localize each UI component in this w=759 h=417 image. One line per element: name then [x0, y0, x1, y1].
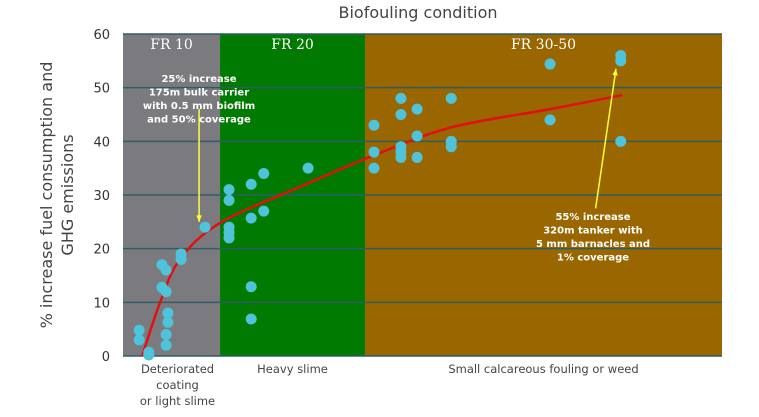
y-axis-label-line1: % increase fuel consumption and: [37, 62, 56, 329]
region-label: FR 20: [271, 37, 314, 53]
data-point: [162, 307, 174, 319]
y-tick-label: 10: [93, 296, 110, 311]
data-point: [143, 349, 155, 361]
data-point: [223, 184, 235, 196]
annotation-text: with 0.5 mm biofilm: [143, 101, 255, 112]
data-point: [302, 162, 314, 174]
data-point: [160, 329, 172, 341]
category-label: or light slime: [140, 394, 215, 408]
chart-title: Biofouling condition: [338, 3, 497, 22]
trend-line: [140, 93, 623, 357]
region-label: FR 10: [150, 37, 193, 53]
category-label: Deteriorated: [141, 362, 214, 376]
data-point: [445, 92, 457, 104]
data-point: [160, 264, 172, 276]
data-point: [395, 151, 407, 163]
data-point: [245, 281, 257, 293]
data-point: [175, 253, 187, 265]
arrowhead-icon: [196, 215, 202, 222]
data-point: [223, 194, 235, 206]
data-point: [160, 286, 172, 298]
annotation-text: and 50% coverage: [147, 115, 251, 126]
data-point: [368, 146, 380, 158]
y-tick-label: 20: [93, 243, 110, 258]
category-label: coating: [156, 378, 199, 392]
data-point: [245, 178, 257, 190]
y-axis-label-line2: GHG emissions: [58, 134, 77, 255]
y-tick-label: 40: [93, 135, 110, 150]
arrowhead-icon: [612, 68, 618, 76]
annotation-text: 55% increase: [555, 212, 630, 223]
data-point: [544, 58, 556, 70]
y-tick-label: 30: [93, 189, 110, 204]
annotation-arrow: [594, 68, 617, 209]
data-point: [411, 130, 423, 142]
data-point: [133, 324, 145, 336]
data-point: [544, 114, 556, 126]
data-point: [258, 168, 270, 180]
data-point: [368, 162, 380, 174]
annotation-text: 1% coverage: [557, 253, 629, 264]
data-point: [615, 55, 627, 67]
data-point: [445, 141, 457, 153]
data-point: [245, 313, 257, 325]
data-point: [615, 135, 627, 147]
data-point: [245, 212, 257, 224]
category-label: Small calcareous fouling or weed: [448, 362, 638, 376]
region-label: FR 30-50: [511, 37, 576, 53]
annotation-text: 5 mm barnacles and: [536, 239, 650, 250]
annotation-text: 320m tanker with: [543, 226, 643, 237]
data-point: [395, 109, 407, 120]
category-label: Heavy slime: [257, 362, 328, 376]
data-point: [411, 103, 423, 115]
data-point: [162, 316, 174, 328]
data-point: [199, 221, 211, 233]
data-point: [133, 334, 145, 346]
annotation-text: 175m bulk carrier: [149, 88, 249, 99]
y-tick-label: 0: [102, 350, 110, 365]
y-tick-label: 60: [93, 28, 110, 43]
data-point: [160, 339, 172, 351]
data-point: [223, 232, 235, 244]
data-point: [395, 92, 407, 104]
data-point: [368, 119, 380, 131]
y-tick-label: 50: [93, 82, 110, 97]
annotation-text: 25% increase: [161, 74, 236, 85]
data-point: [411, 151, 423, 163]
data-point: [258, 205, 270, 217]
